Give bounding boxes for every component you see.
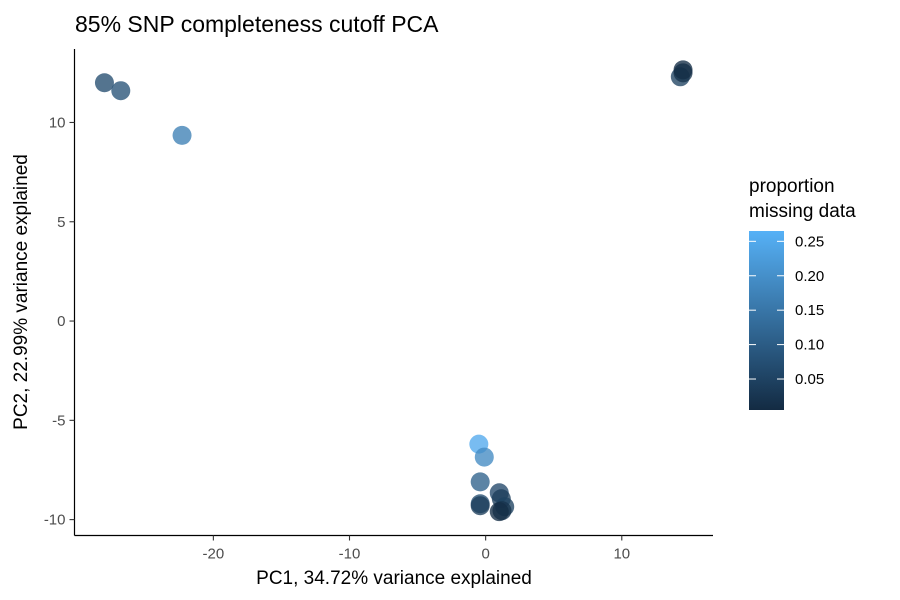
color-legend: proportion missing data 0.05 0.10 0.15 0.20… [749, 176, 856, 410]
y-tick-label: 0 [57, 313, 65, 330]
data-point [489, 502, 509, 522]
x-tick-label: -20 [203, 546, 225, 563]
data-point [474, 447, 494, 467]
y-axis-label: PC2, 22.99% variance explained [11, 154, 32, 430]
y-tick-label: 5 [57, 214, 65, 231]
x-axis-label: PC1, 34.72% variance explained [256, 568, 532, 589]
data-point [470, 472, 490, 492]
chart-title: 85% SNP completeness cutoff PCA [75, 11, 439, 37]
data-point [94, 73, 114, 93]
legend-tick-label: 0.05 [795, 371, 824, 388]
x-ticks: -20 -10 0 10 [203, 535, 630, 563]
x-tick-label: -10 [339, 546, 361, 563]
legend-tick-label: 0.25 [795, 233, 824, 250]
x-tick-label: 0 [481, 546, 489, 563]
legend-tick-label: 0.20 [795, 268, 824, 285]
y-tick-label: 10 [49, 114, 66, 131]
points-layer [94, 60, 693, 522]
y-ticks: -10 -5 0 5 10 [44, 114, 75, 529]
data-point [111, 81, 131, 101]
data-point [673, 60, 693, 80]
y-tick-label: -5 [52, 412, 65, 429]
legend-title-line-1: proportion [749, 176, 835, 197]
y-tick-label: -10 [44, 512, 66, 529]
x-tick-label: 10 [613, 546, 630, 563]
data-point [172, 125, 192, 145]
data-point [470, 496, 490, 516]
legend-tick-label: 0.15 [795, 302, 824, 319]
legend-colorbar [749, 231, 784, 410]
legend-title: proportion missing data [749, 176, 856, 222]
legend-title-line-2: missing data [749, 201, 856, 222]
legend-tick-label: 0.10 [795, 337, 824, 354]
legend-ticks: 0.05 0.10 0.15 0.20 0.25 [749, 233, 824, 388]
